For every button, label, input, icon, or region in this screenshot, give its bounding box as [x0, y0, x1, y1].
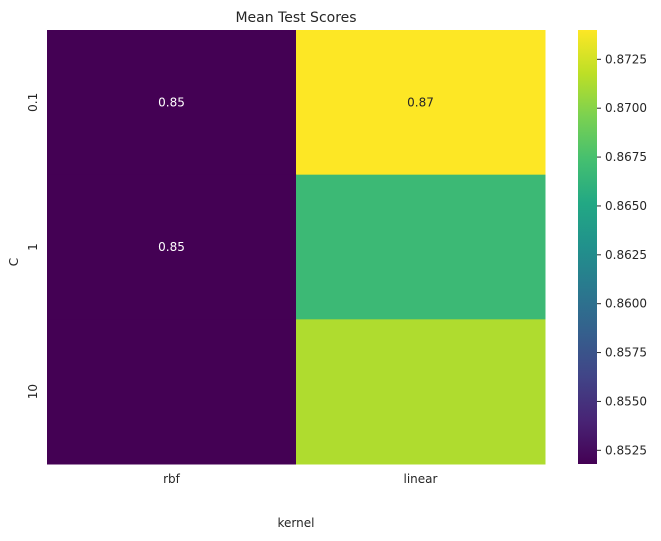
heatmap-cell-labels: 0.85 0.87 0.85 — [158, 95, 434, 254]
x-tick-label: linear — [404, 472, 438, 486]
x-axis-ticks: rbf linear — [163, 472, 437, 486]
heatmap-cell — [47, 30, 297, 176]
cell-annotation: 0.85 — [158, 240, 185, 254]
y-tick-label: 0.1 — [26, 93, 40, 112]
colorbar — [578, 30, 597, 464]
colorbar-tick-label: 0.8625 — [605, 248, 647, 262]
colorbar-tick-label: 0.8600 — [605, 297, 647, 311]
colorbar-tick-label: 0.8525 — [605, 443, 647, 457]
heatmap-cell — [296, 30, 546, 176]
colorbar-tick-label: 0.8675 — [605, 150, 647, 164]
colorbar-ticks: 0.8525 0.8550 0.8575 0.8600 0.8625 0.8650 0.86… — [597, 52, 647, 457]
heatmap-cell — [296, 174, 546, 320]
colorbar-tick-label: 0.8725 — [605, 52, 647, 66]
y-axis-label: C — [7, 258, 21, 266]
y-tick-label: 10 — [26, 384, 40, 399]
x-tick-label: rbf — [163, 472, 181, 486]
heatmap-cell — [47, 174, 297, 320]
colorbar-tick-label: 0.8575 — [605, 346, 647, 360]
heatmap-cells — [47, 30, 546, 465]
colorbar-tick-label: 0.8650 — [605, 199, 647, 213]
cell-annotation: 0.85 — [158, 95, 185, 109]
y-axis-ticks: 0.1 1 10 — [26, 93, 40, 400]
y-tick-label: 1 — [26, 243, 40, 251]
cell-annotation: 0.87 — [407, 95, 434, 109]
heatmap-cell — [296, 319, 546, 465]
heatmap-cell — [47, 319, 297, 465]
colorbar-tick-label: 0.8700 — [605, 101, 647, 115]
colorbar-tick-label: 0.8550 — [605, 394, 647, 408]
chart-title: Mean Test Scores — [235, 10, 356, 26]
x-axis-label: kernel — [278, 516, 315, 530]
